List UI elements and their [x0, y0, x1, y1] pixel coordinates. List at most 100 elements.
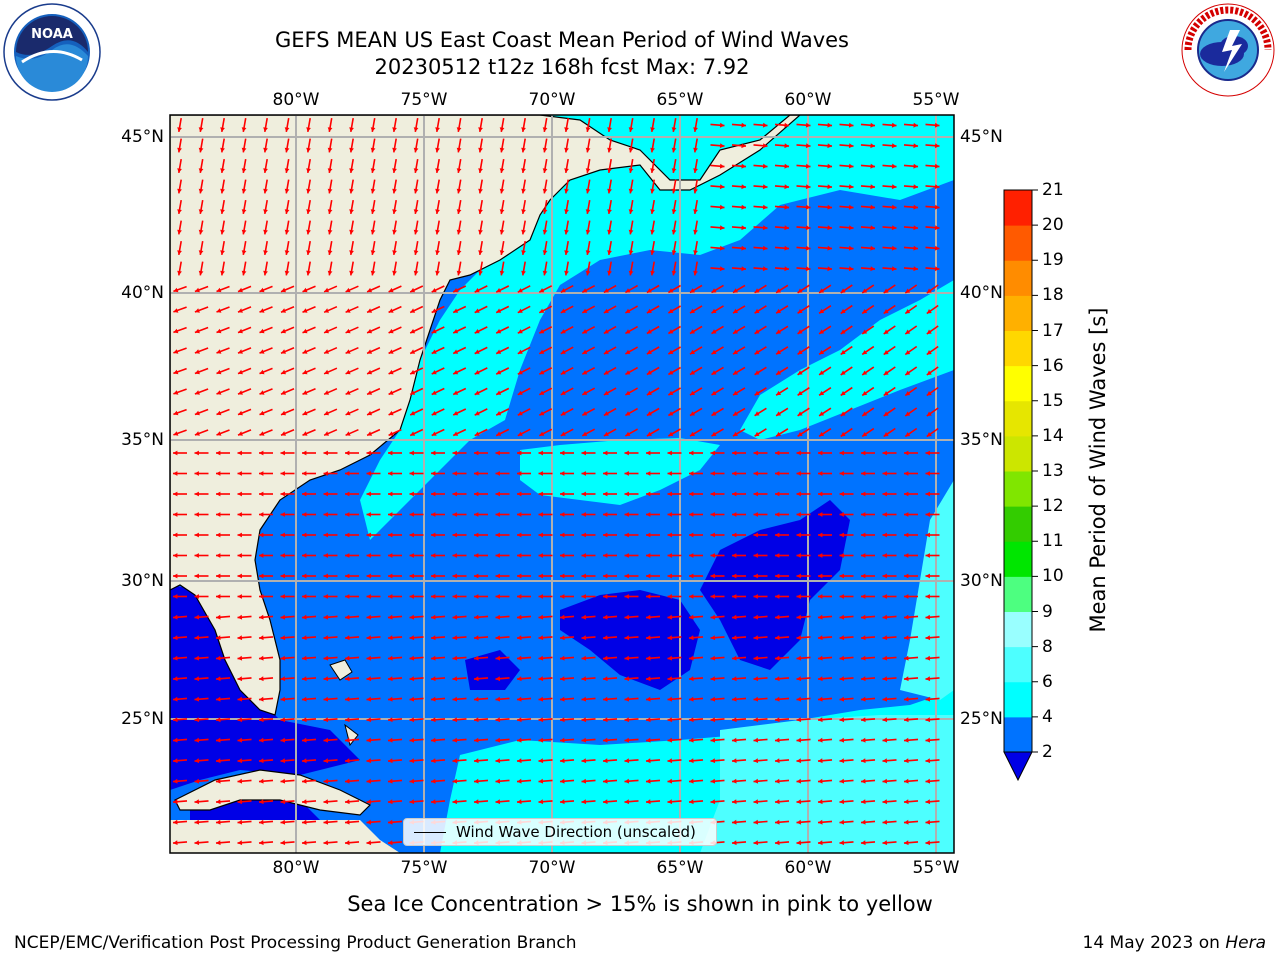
wave-arrow-head	[904, 819, 909, 825]
wave-arrow-head	[302, 328, 308, 334]
lon-tick-bottom: 60°W	[784, 858, 832, 878]
wave-arrow-head	[474, 450, 479, 456]
wave-arrow-head	[496, 288, 502, 293]
wave-arrow-head	[345, 390, 351, 395]
wave-arrow-head	[542, 168, 548, 173]
wave-arrow-head	[327, 270, 333, 276]
wave-arrow-head	[237, 799, 243, 805]
wave-arrow-head	[818, 614, 823, 620]
wave-arrow-head	[388, 512, 393, 517]
wave-arrow-head	[259, 553, 264, 558]
wave-arrow-head	[431, 553, 436, 558]
wave-arrow-head	[173, 594, 178, 599]
wave-arrow-head	[388, 758, 393, 764]
lon-tick-bottom: 70°W	[528, 858, 576, 878]
lat-tick-right: 40°N	[960, 283, 1003, 303]
wave-arrow-head	[882, 635, 888, 641]
wave-arrow-head	[581, 573, 586, 579]
wave-arrow-head	[624, 471, 629, 476]
wave-arrow-head	[216, 573, 221, 579]
wave-arrow-head	[870, 163, 875, 169]
wave-arrow-head	[689, 737, 694, 743]
wave-arrow-head	[259, 635, 264, 641]
wave-arrow-head	[753, 676, 759, 682]
wave-arrow-head	[280, 778, 286, 784]
wave-arrow-head	[913, 266, 918, 272]
wave-arrow-head	[741, 245, 746, 251]
wave-arrow-head	[925, 840, 931, 846]
colorbar-tick-label: 16	[1042, 355, 1064, 376]
wave-arrow-head	[216, 778, 221, 784]
wave-arrow-head	[517, 614, 522, 620]
wave-arrow-head	[934, 122, 940, 128]
wave-arrow-head	[582, 349, 588, 354]
wave-arrow-head	[882, 614, 888, 620]
wave-arrow-head	[237, 717, 243, 723]
wave-arrow-head	[905, 432, 911, 437]
wave-arrow-head	[581, 737, 587, 743]
wave-arrow-head	[741, 266, 746, 272]
wave-arrow-head	[173, 471, 178, 476]
wave-arrow-head	[259, 737, 264, 743]
wave-arrow-head	[861, 532, 866, 538]
wave-arrow-head	[690, 329, 695, 334]
wave-arrow-head	[564, 147, 569, 153]
wave-arrow-head	[216, 594, 221, 599]
wave-arrow-head	[861, 471, 866, 476]
wave-arrow-head	[302, 573, 307, 579]
wave-arrow-head	[926, 288, 932, 293]
wave-arrow-head	[581, 799, 587, 805]
wave-arrow-head	[173, 676, 178, 682]
wave-arrow-head	[839, 840, 845, 846]
wave-arrow-head	[827, 225, 832, 231]
wave-arrow-head	[237, 553, 242, 558]
wave-arrow-head	[689, 512, 694, 517]
wave-arrow-head	[607, 147, 612, 153]
wave-arrow-head	[624, 758, 630, 764]
wave-arrow-head	[237, 655, 243, 661]
wave-arrow-head	[367, 431, 373, 436]
wave-arrow-head	[324, 410, 329, 416]
wave-arrow-head	[693, 168, 698, 173]
wave-arrow-head	[413, 168, 419, 173]
wave-arrow-head	[409, 471, 414, 476]
wave-arrow-head	[173, 758, 178, 764]
wave-arrow-head	[796, 655, 802, 661]
wave-arrow-head	[409, 573, 414, 579]
wave-arrow-head	[733, 349, 738, 355]
wave-arrow-head	[753, 614, 759, 620]
wave-arrow-head	[625, 349, 631, 354]
wave-arrow-head	[689, 532, 694, 538]
wave-arrow-head	[646, 431, 652, 436]
wave-arrow-head	[762, 122, 768, 128]
wave-arrow-head	[560, 614, 565, 620]
wave-arrow-head	[388, 635, 393, 641]
wave-arrow-head	[241, 209, 247, 214]
wave-arrow-head	[603, 370, 609, 375]
wave-arrow-head	[925, 758, 931, 764]
wave-arrow-head	[762, 143, 768, 149]
wave-arrow-head	[194, 410, 200, 416]
wave-arrow-head	[409, 778, 415, 784]
wave-arrow-head	[237, 635, 243, 641]
wave-arrow-head	[216, 717, 221, 723]
wave-arrow-head	[388, 431, 394, 436]
wave-arrow-head	[762, 204, 768, 210]
lat-tick-left: 45°N	[121, 127, 164, 147]
wave-arrow-head	[582, 288, 588, 293]
wave-arrow-head	[237, 758, 243, 764]
wave-arrow-head	[388, 410, 394, 416]
wave-arrow-head	[753, 737, 759, 743]
wave-arrow-head	[370, 168, 376, 173]
wave-arrow-head	[521, 229, 526, 235]
wave-arrow-head	[435, 229, 440, 235]
wave-arrow-head	[542, 188, 548, 194]
colorbar-segment	[1004, 471, 1032, 507]
wave-arrow-head	[495, 594, 500, 599]
wave-arrow-head	[925, 471, 930, 476]
colorbar-tick-label: 19	[1042, 250, 1064, 271]
wave-arrow-head	[667, 450, 672, 456]
wave-arrow-head	[913, 184, 918, 190]
wave-arrow-head	[216, 614, 221, 620]
wave-arrow-head	[478, 270, 483, 276]
